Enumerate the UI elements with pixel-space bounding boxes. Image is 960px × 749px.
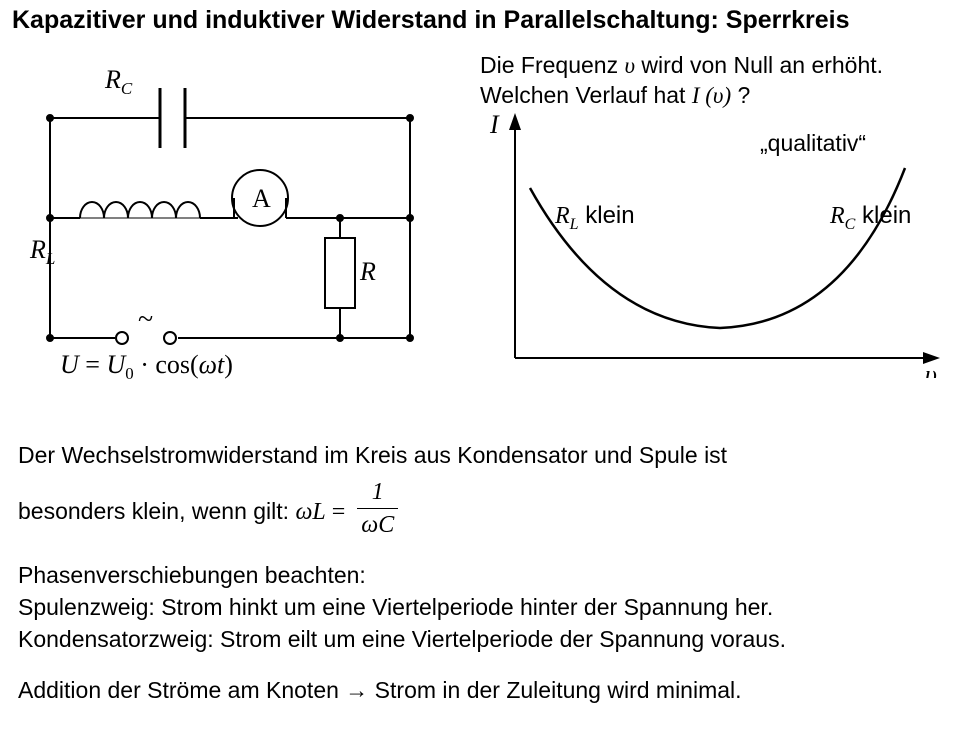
body-line-5: Kondensatorzweig: Strom eilt um eine Vie… bbox=[18, 624, 786, 655]
graph-rc-klein: RC klein bbox=[829, 202, 911, 233]
bl2-omegaL: ωL bbox=[295, 499, 325, 525]
page-title: Kapazitiver und induktiver Widerstand in… bbox=[0, 6, 960, 35]
label-r: R bbox=[359, 257, 376, 286]
fU-cos: · cos( bbox=[134, 350, 199, 379]
fU-omega: ω bbox=[199, 350, 217, 379]
fU-close: ) bbox=[224, 350, 233, 379]
bl2-eq: = bbox=[326, 499, 352, 525]
body-line-4: Spulenzweig: Strom hinkt um eine Viertel… bbox=[18, 592, 773, 623]
body-line-1: Der Wechselstromwiderstand im Kreis aus … bbox=[18, 440, 727, 471]
graph-rl-klein: RL klein bbox=[554, 202, 635, 233]
frac-num: 1 bbox=[357, 476, 398, 509]
bl6b: Strom in der Zuleitung wird minimal. bbox=[368, 677, 741, 703]
intro2-prefix: Welchen Verlauf hat bbox=[480, 82, 692, 108]
body-line-6: Addition der Ströme am Knoten → Strom in… bbox=[18, 675, 742, 706]
intro1-prefix: Die Frequenz bbox=[480, 52, 624, 78]
bl2-prefix: besonders klein, wenn gilt: bbox=[18, 498, 295, 524]
circuit-diagram: RC RL A R ~ bbox=[10, 48, 450, 388]
body-line-2: besonders klein, wenn gilt: ωL = 1ωC bbox=[18, 480, 398, 546]
intro2-func: I (υ) bbox=[692, 83, 731, 108]
graph-x-label: υ bbox=[925, 360, 937, 378]
arrow-icon: → bbox=[345, 677, 368, 703]
label-rc: RC bbox=[104, 65, 133, 98]
formula-voltage: U = U0 · cos(ωt) bbox=[60, 350, 233, 384]
bl2-fraction: 1ωC bbox=[357, 476, 398, 542]
body-line-3: Phasenverschiebungen beachten: bbox=[18, 560, 366, 591]
intro2-suffix: ? bbox=[731, 82, 750, 108]
page-root: Kapazitiver und induktiver Widerstand in… bbox=[0, 0, 960, 749]
intro1-nu: υ bbox=[624, 53, 635, 78]
frac-den: ωC bbox=[357, 509, 398, 541]
bl6a: Addition der Ströme am Knoten bbox=[18, 677, 345, 703]
fU-eq: = bbox=[79, 350, 107, 379]
graph-y-label: I bbox=[489, 110, 500, 139]
label-ammeter: A bbox=[252, 184, 271, 213]
label-ac-tilde: ~ bbox=[138, 304, 153, 335]
fU-U: U bbox=[60, 350, 79, 379]
intro-line-2: Welchen Verlauf hat I (υ) ? bbox=[480, 82, 750, 109]
graph: I υ RL klein RC klein bbox=[475, 108, 945, 378]
label-rl: RL bbox=[29, 235, 55, 268]
intro-line-1: Die Frequenz υ wird von Null an erhöht. bbox=[480, 52, 883, 79]
fU-zero: 0 bbox=[125, 364, 133, 383]
fU-U0: U bbox=[106, 350, 125, 379]
intro1-suffix: wird von Null an erhöht. bbox=[635, 52, 883, 78]
